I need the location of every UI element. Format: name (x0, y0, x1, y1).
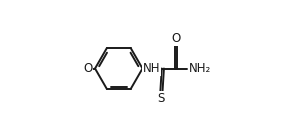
Text: S: S (157, 92, 165, 105)
Text: O: O (172, 32, 181, 45)
Text: NH: NH (143, 62, 160, 75)
Text: NH₂: NH₂ (188, 62, 211, 75)
Text: O: O (83, 62, 92, 75)
